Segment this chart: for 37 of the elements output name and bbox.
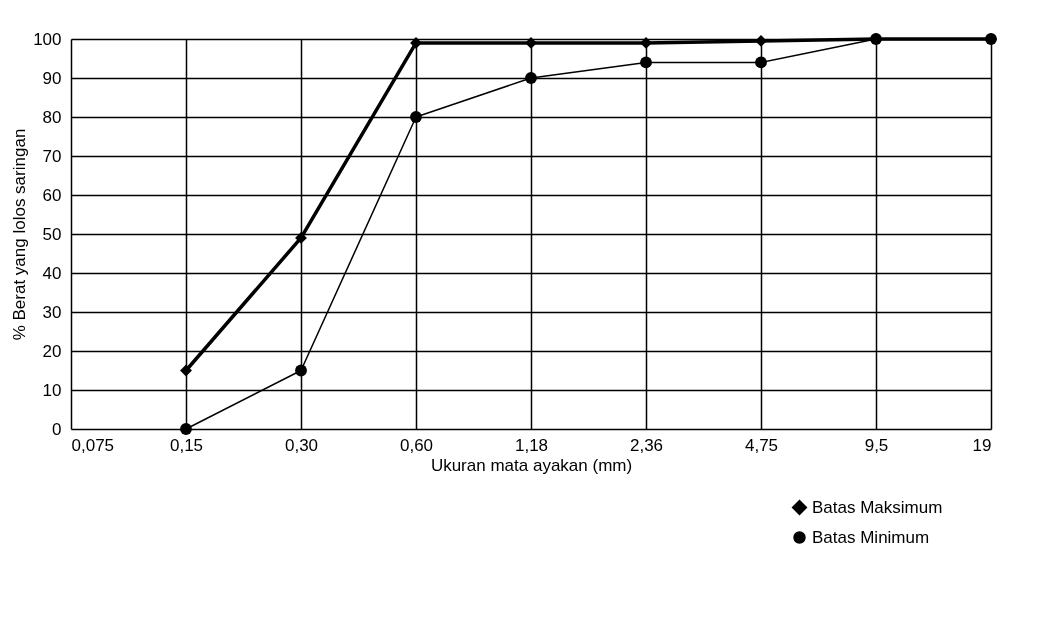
x-tick-label: 0,075 xyxy=(71,435,115,455)
x-tick-label: 0,15 xyxy=(169,435,204,455)
point xyxy=(755,56,767,69)
y-tick-label: 60 xyxy=(42,185,62,205)
point xyxy=(410,111,422,123)
x-tick-label: 19 xyxy=(972,435,992,455)
point xyxy=(295,364,307,377)
point xyxy=(525,36,537,49)
y-tick-label: 30 xyxy=(42,302,62,322)
point xyxy=(525,72,537,84)
y-tick-label: 70 xyxy=(42,146,62,166)
x-tick-label: 1,18 xyxy=(514,435,549,455)
y-tick-label: 0 xyxy=(52,419,62,439)
x-tick-label: 2,36 xyxy=(629,435,664,455)
y-axis-title: % Berat yang lolos saringan xyxy=(10,128,30,341)
y-tick-label: 10 xyxy=(42,380,62,400)
x-axis-title: Ukuran mata ayakan (mm) xyxy=(430,455,633,475)
y-tick-label: 100 xyxy=(33,29,62,49)
x-tick-label: 0,30 xyxy=(284,435,319,455)
y-tick-label: 40 xyxy=(42,263,62,283)
point xyxy=(180,423,192,435)
y-tick-label: 20 xyxy=(42,341,62,361)
point xyxy=(295,231,307,244)
y-tick-label: 80 xyxy=(42,107,62,127)
legend-label: Batas Maksimum xyxy=(812,497,943,517)
y-tick-label: 50 xyxy=(42,224,62,244)
point xyxy=(870,33,882,45)
point xyxy=(640,36,652,49)
point xyxy=(180,364,192,377)
legend-label: Batas Minimum xyxy=(812,527,930,547)
point xyxy=(640,56,652,69)
x-tick-label: 9,5 xyxy=(864,435,889,455)
point xyxy=(410,36,422,49)
x-tick-label: 4,75 xyxy=(744,435,779,455)
x-tick-label: 0,60 xyxy=(399,435,434,455)
point xyxy=(985,33,997,45)
y-tick-label: 90 xyxy=(42,68,62,88)
